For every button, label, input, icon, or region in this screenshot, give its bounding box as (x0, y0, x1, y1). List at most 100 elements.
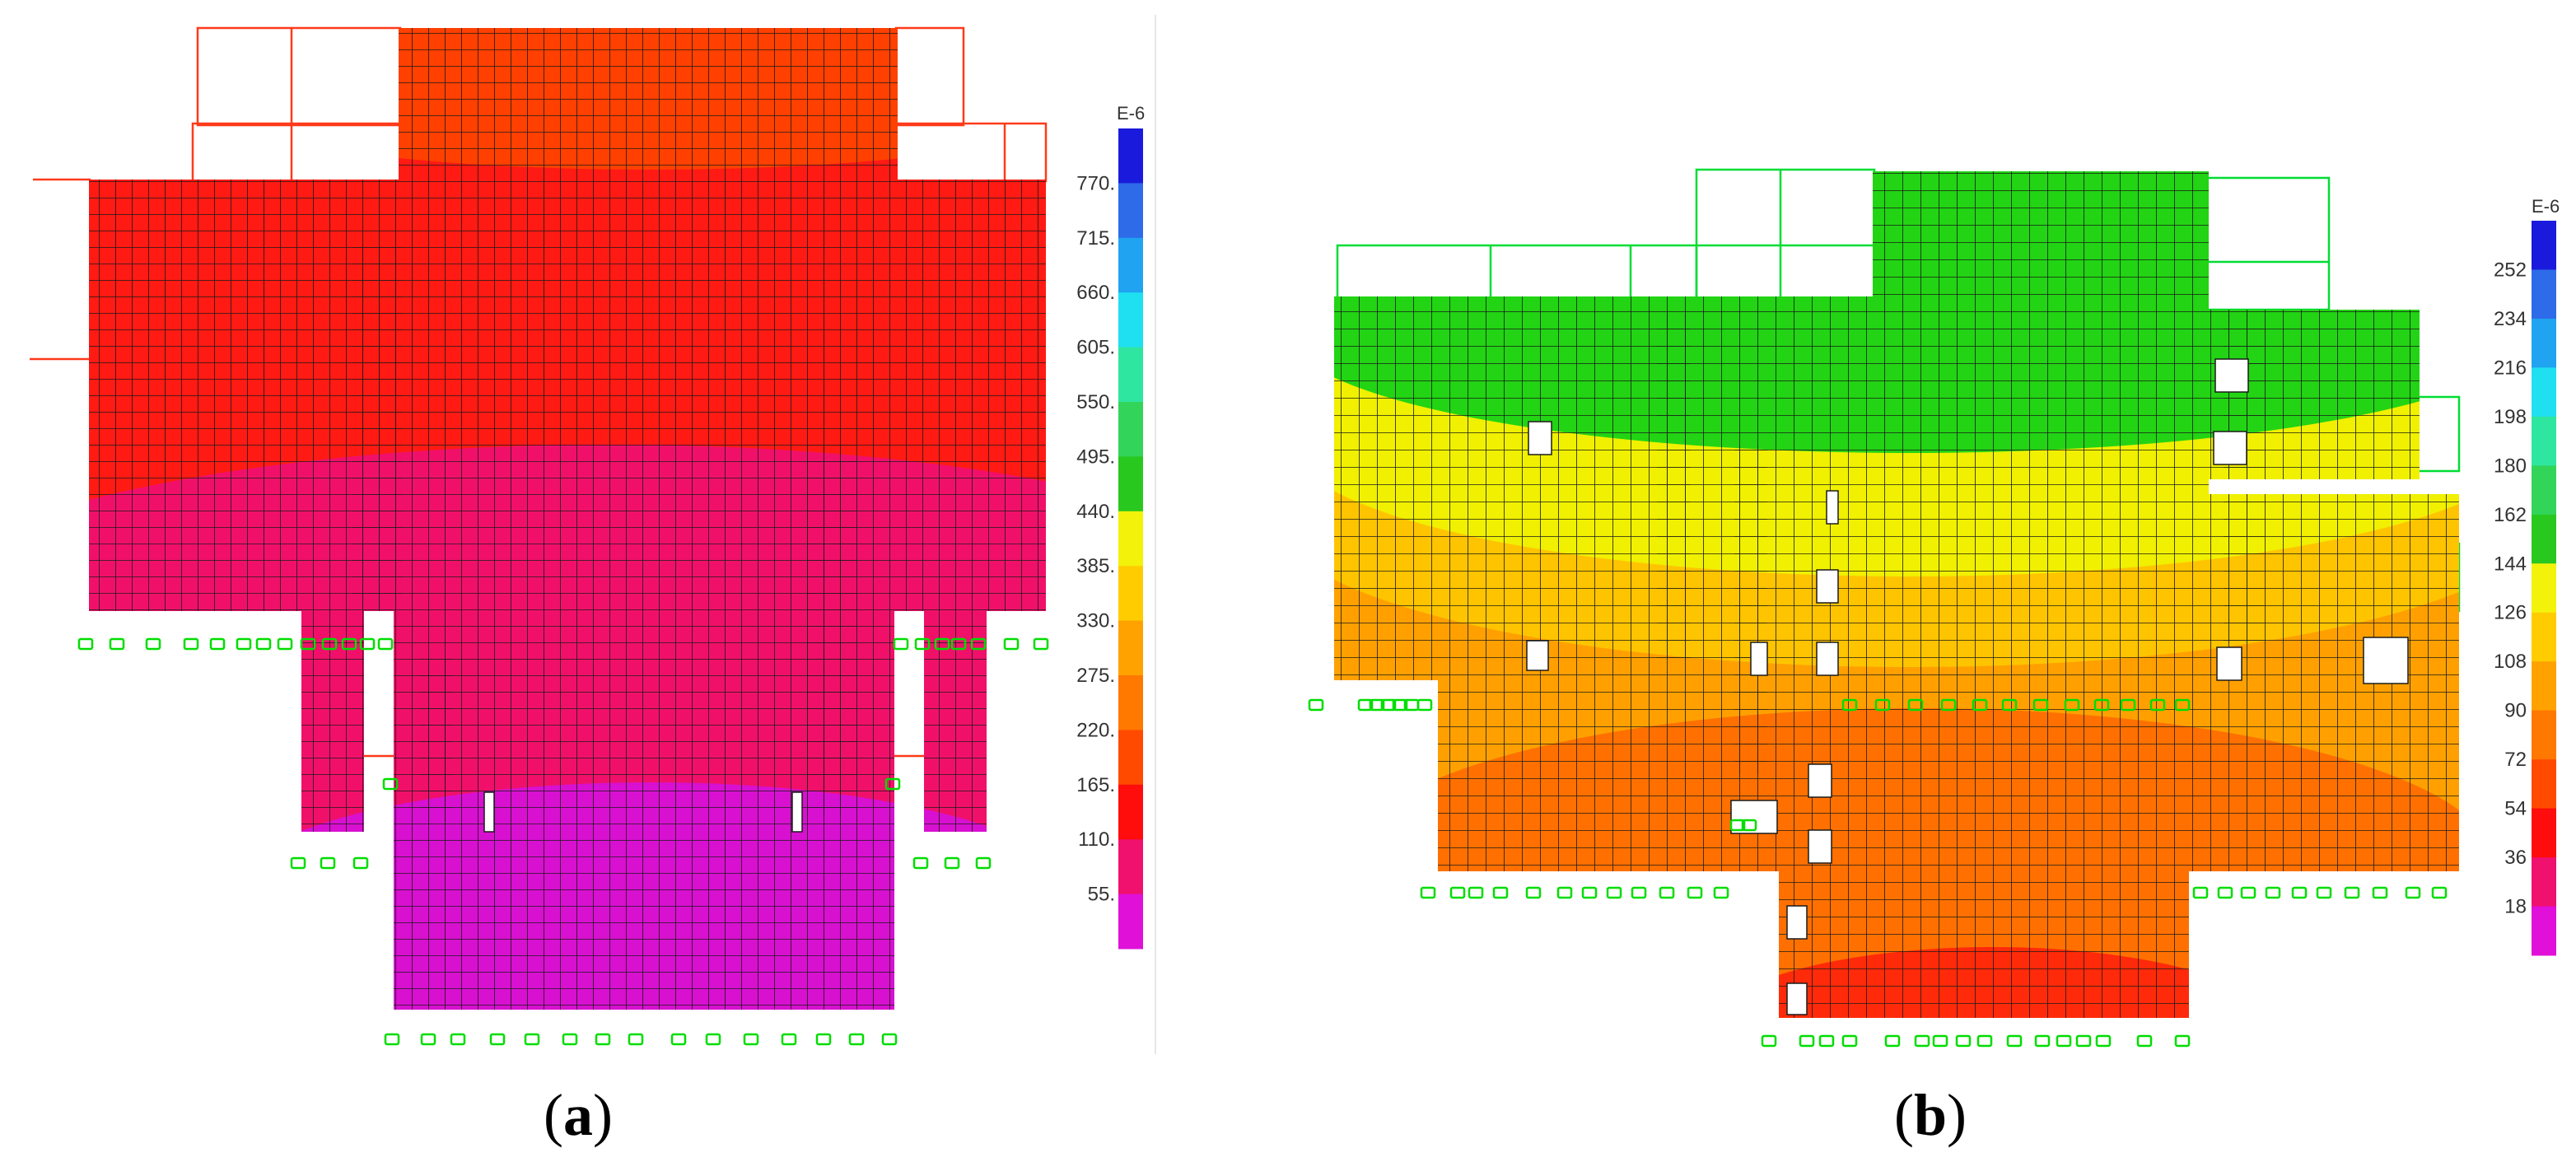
panel-b-colorbar-tick-label: 234 (2494, 308, 2527, 330)
panel-a-colorbar-tick-label: 165. (1076, 774, 1115, 796)
support-symbol (1392, 698, 1408, 712)
support-symbol (2344, 886, 2360, 899)
panel-b-colorbar-tick-label: 144 (2494, 553, 2527, 575)
support-symbol (382, 777, 399, 791)
support-symbol (183, 637, 199, 651)
support-symbol (670, 1033, 687, 1046)
support-symbol (290, 856, 306, 870)
panel-b-colorbar (2532, 221, 2556, 956)
panel-b-colorbar-band (2532, 710, 2556, 760)
support-symbol (236, 637, 252, 651)
panel-b-colorbar-band (2532, 367, 2556, 418)
support-symbol (2075, 1034, 2092, 1048)
support-symbol (2064, 698, 2080, 712)
support-symbol (2006, 1034, 2023, 1048)
support-symbol (1416, 698, 1433, 712)
panel-b-legend: E-6 252 234 216 198 180 162 144 126 108 90 72 54 36 1… (2494, 196, 2560, 956)
panel-b-colorbar-tick-label: 162 (2494, 504, 2527, 526)
support-symbol (914, 637, 931, 651)
panel-a-colorbar-band (1118, 784, 1143, 840)
support-symbol (377, 637, 394, 651)
support-symbol (975, 856, 992, 870)
panel-a-colorbar-tick-label: 440. (1076, 501, 1115, 523)
support-symbol (2093, 698, 2110, 712)
support-symbol (2120, 698, 2136, 712)
panel-b-openings (1526, 358, 2409, 1015)
support-symbol (1492, 886, 1509, 899)
support-symbol (1308, 698, 1324, 712)
panel-b-colorbar-tick-label: 72 (2504, 749, 2527, 771)
panel-a-colorbar-band (1118, 675, 1143, 730)
panel-a-colorbar-tick-label: 660. (1076, 282, 1115, 304)
support-symbol (1907, 698, 1924, 712)
support-symbol (1659, 886, 1675, 899)
panel-b-caption-letter: b (1913, 1082, 1948, 1148)
support-symbol (1631, 886, 1647, 899)
panel-a-colorbar-band (1118, 620, 1143, 676)
support-symbol (1932, 1034, 1948, 1048)
support-symbol (1799, 1034, 1815, 1048)
support-symbol (2095, 1034, 2112, 1048)
panel-a-supports (77, 637, 1049, 1046)
panel-a-colorbar-labels: 770. 715. 660. 605. 550. 495. 440. 385. 330. 275.… (1076, 172, 1115, 905)
panel-b-colorbar-band (2532, 416, 2556, 466)
support-symbol (1033, 637, 1049, 651)
panel-b-colorbar-band (2532, 759, 2556, 810)
support-symbol (2372, 886, 2388, 899)
support-symbol (1940, 698, 1957, 712)
support-symbol (1687, 886, 1703, 899)
support-symbol (2034, 1034, 2051, 1048)
support-symbol (1357, 698, 1374, 712)
support-symbol (109, 637, 125, 651)
panel-a-colorbar-tick-label: 110. (1078, 828, 1115, 851)
support-symbol (1874, 698, 1891, 712)
support-symbol (2056, 1034, 2072, 1048)
support-symbol (970, 637, 987, 651)
support-symbol (815, 1033, 832, 1046)
panel-b-colorbar-band (2532, 514, 2556, 564)
support-symbol (2174, 1034, 2191, 1048)
panel-a-colorbar-band (1118, 894, 1143, 950)
panel-a-colorbar-tick-label: 330. (1076, 610, 1115, 632)
support-symbol (145, 637, 161, 651)
support-symbol (2136, 1034, 2153, 1048)
support-symbol (1914, 1034, 1930, 1048)
panel-a-caption: (a) (544, 1085, 613, 1145)
panel-b-colorbar-band (2532, 661, 2556, 712)
panel-a-colorbar-tick-label: 55. (1088, 884, 1115, 906)
panel-a-colorbar-band (1118, 456, 1143, 512)
support-symbol (1955, 1034, 1972, 1048)
support-symbol (893, 637, 909, 651)
panel-b-contour-model (1308, 168, 2461, 1048)
support-symbol (2405, 886, 2421, 899)
support-symbol (1841, 698, 1858, 712)
support-symbol (1761, 1034, 1777, 1048)
support-symbol (950, 637, 967, 651)
panel-b-colorbar-band (2532, 857, 2556, 908)
support-symbol (524, 1033, 540, 1046)
panel-b-colorbar-band (2532, 906, 2556, 956)
panel-a-colorbar-tick-label: 220. (1076, 719, 1115, 741)
support-symbol (934, 637, 950, 651)
support-symbol (277, 637, 293, 651)
panel-b-caption-open: ( (1894, 1082, 1914, 1148)
support-symbol (1606, 886, 1622, 899)
support-symbol (562, 1033, 578, 1046)
support-symbol (595, 1033, 611, 1046)
panel-a-contour-model (30, 26, 1049, 1046)
panel-b-colorbar-band (2532, 318, 2556, 368)
support-symbol (321, 637, 338, 651)
panel-b-colorbar-tick-label: 90 (2504, 700, 2527, 722)
support-symbol (2316, 886, 2332, 899)
panel-b-colorbar-tick-label: 198 (2494, 406, 2527, 428)
support-symbol (300, 637, 316, 651)
support-symbol (781, 1033, 797, 1046)
panel-b-colorbar-tick-label: 18 (2504, 896, 2527, 918)
support-symbol (1841, 1034, 1858, 1048)
support-symbol (944, 856, 960, 870)
support-symbol (912, 856, 929, 870)
panel-a-colorbar-band (1118, 730, 1143, 786)
support-symbol (341, 637, 357, 651)
panel-b-colorbar-tick-label: 36 (2504, 847, 2527, 869)
support-symbol (705, 1033, 721, 1046)
